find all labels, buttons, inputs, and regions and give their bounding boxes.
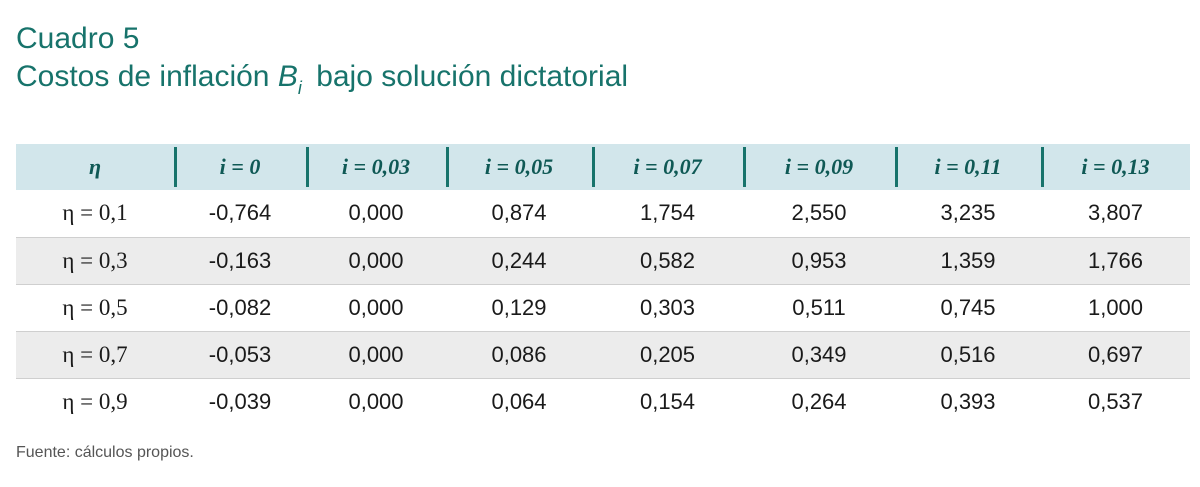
table-cell: 0,000 xyxy=(348,341,404,367)
inflation-costs-table: η i = 0 i = 0,03 i = 0,05 i = 0,07 i = 0… xyxy=(16,144,1190,425)
table-cell: 0,511 xyxy=(792,294,846,320)
table-cell: -0,053 xyxy=(208,341,272,367)
header-cell: i = 0,13 xyxy=(1041,144,1190,190)
table-cell: 0,349 xyxy=(791,341,847,367)
table-cell: 0,129 xyxy=(491,294,547,320)
table-cell: 0,000 xyxy=(348,388,404,414)
header-cell: i = 0,05 xyxy=(446,144,592,190)
table-cell: 0,582 xyxy=(639,247,696,273)
row-label: η = 0,3 xyxy=(62,247,128,273)
table-cell: 0,000 xyxy=(348,200,404,226)
table-cell: 1,766 xyxy=(1087,247,1144,273)
row-label: η = 0,7 xyxy=(62,341,128,367)
table-row: η = 0,7 -0,053 0,000 0,086 0,205 0,349 0… xyxy=(16,331,1190,378)
table-cell: 0,205 xyxy=(639,341,696,367)
header-cell: η xyxy=(88,154,102,179)
row-label: η = 0,5 xyxy=(62,294,128,320)
table-cell: 3,235 xyxy=(940,200,996,226)
table-cell: -0,039 xyxy=(208,388,272,414)
caption-title: Costos de inflación Bi bajo solución dic… xyxy=(16,60,629,98)
table-cell: 0,745 xyxy=(940,294,996,320)
table-cell: 0,086 xyxy=(491,341,547,367)
row-label: η = 0,9 xyxy=(62,388,128,414)
table-cell: -0,082 xyxy=(208,294,272,320)
header-cell: i = 0,03 xyxy=(306,144,446,190)
table-row: η = 0,1 -0,764 0,000 0,874 1,754 2,550 3… xyxy=(16,190,1190,237)
table-header-row: η i = 0 i = 0,03 i = 0,05 i = 0,07 i = 0… xyxy=(16,144,1190,190)
caption-variable: B xyxy=(277,60,298,93)
caption-title-after: bajo solución dictatorial xyxy=(316,60,629,93)
table-cell: 0,000 xyxy=(348,294,404,320)
table-cell: 0,516 xyxy=(940,341,996,367)
caption-title-before: Costos de inflación xyxy=(16,60,270,93)
source-note: Fuente: cálculos propios. xyxy=(16,444,194,461)
table-cell: 0,154 xyxy=(639,388,696,414)
header-cell: i = 0,11 xyxy=(895,144,1041,190)
table-cell: 0,697 xyxy=(1087,341,1144,367)
table-cell: 1,754 xyxy=(639,200,696,226)
header-cell: i = 0 xyxy=(174,144,306,190)
table-cell: 0,537 xyxy=(1087,388,1144,414)
table-row: η = 0,9 -0,039 0,000 0,064 0,154 0,264 0… xyxy=(16,378,1190,425)
table-cell: 0,303 xyxy=(639,294,696,320)
table-cell: 0,393 xyxy=(940,388,996,414)
table-cell: -0,764 xyxy=(208,200,272,226)
table-cell: 2,550 xyxy=(791,200,847,226)
header-cell: i = 0,09 xyxy=(743,144,895,190)
caption-number: Cuadro 5 xyxy=(16,22,140,55)
table-cell: 0,264 xyxy=(791,388,847,414)
table-cell: 0,244 xyxy=(491,247,547,273)
table-cell: 3,807 xyxy=(1087,200,1144,226)
table-cell: 0,953 xyxy=(791,247,847,273)
table-row: η = 0,3 -0,163 0,000 0,244 0,582 0,953 1… xyxy=(16,237,1190,284)
table-cell: 1,359 xyxy=(940,247,996,273)
table-cell: 1,000 xyxy=(1087,294,1144,320)
caption-subscript: i xyxy=(297,78,302,98)
header-cell: i = 0,07 xyxy=(592,144,743,190)
table-cell: 0,874 xyxy=(491,200,547,226)
table-cell: 0,064 xyxy=(491,388,547,414)
row-label: η = 0,1 xyxy=(62,200,128,226)
table-cell: -0,163 xyxy=(208,247,272,273)
table-cell: 0,000 xyxy=(348,247,404,273)
table-row: η = 0,5 -0,082 0,000 0,129 0,303 0,511 0… xyxy=(16,284,1190,331)
